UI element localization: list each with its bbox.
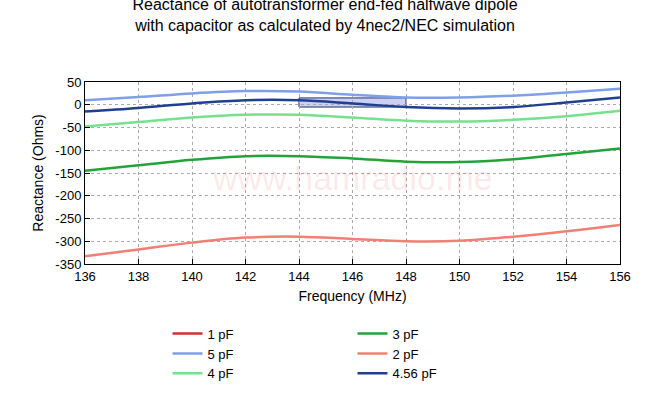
svg-text:154: 154 — [556, 269, 578, 284]
svg-text:4.56 pF: 4.56 pF — [393, 366, 437, 381]
svg-text:144: 144 — [288, 269, 310, 284]
svg-text:150: 150 — [449, 269, 471, 284]
svg-text:Reactance (Ohms): Reactance (Ohms) — [30, 114, 46, 231]
svg-text:156: 156 — [609, 269, 631, 284]
svg-text:-250: -250 — [55, 211, 81, 226]
svg-text:4 pF: 4 pF — [208, 366, 234, 381]
svg-text:50: 50 — [67, 75, 81, 90]
svg-text:0: 0 — [74, 97, 81, 112]
svg-text:Frequency (MHz): Frequency (MHz) — [298, 288, 406, 304]
svg-text:www.hamradio.me: www.hamradio.me — [212, 159, 493, 197]
svg-text:136: 136 — [74, 269, 96, 284]
svg-text:-200: -200 — [55, 188, 81, 203]
svg-text:1 pF: 1 pF — [208, 327, 234, 342]
svg-text:140: 140 — [181, 269, 203, 284]
svg-text:-50: -50 — [63, 120, 82, 135]
svg-text:-150: -150 — [55, 166, 81, 181]
svg-text:Reactance of autotransformer e: Reactance of autotransformer end-fed hal… — [132, 0, 517, 34]
svg-text:-300: -300 — [55, 234, 81, 249]
svg-text:138: 138 — [128, 269, 150, 284]
svg-text:142: 142 — [235, 269, 257, 284]
svg-text:2 pF: 2 pF — [393, 347, 419, 362]
svg-text:152: 152 — [502, 269, 524, 284]
svg-text:3 pF: 3 pF — [393, 327, 419, 342]
svg-text:146: 146 — [342, 269, 364, 284]
svg-text:-350: -350 — [55, 257, 81, 272]
svg-text:148: 148 — [395, 269, 417, 284]
svg-text:-100: -100 — [55, 143, 81, 158]
svg-text:5 pF: 5 pF — [208, 347, 234, 362]
